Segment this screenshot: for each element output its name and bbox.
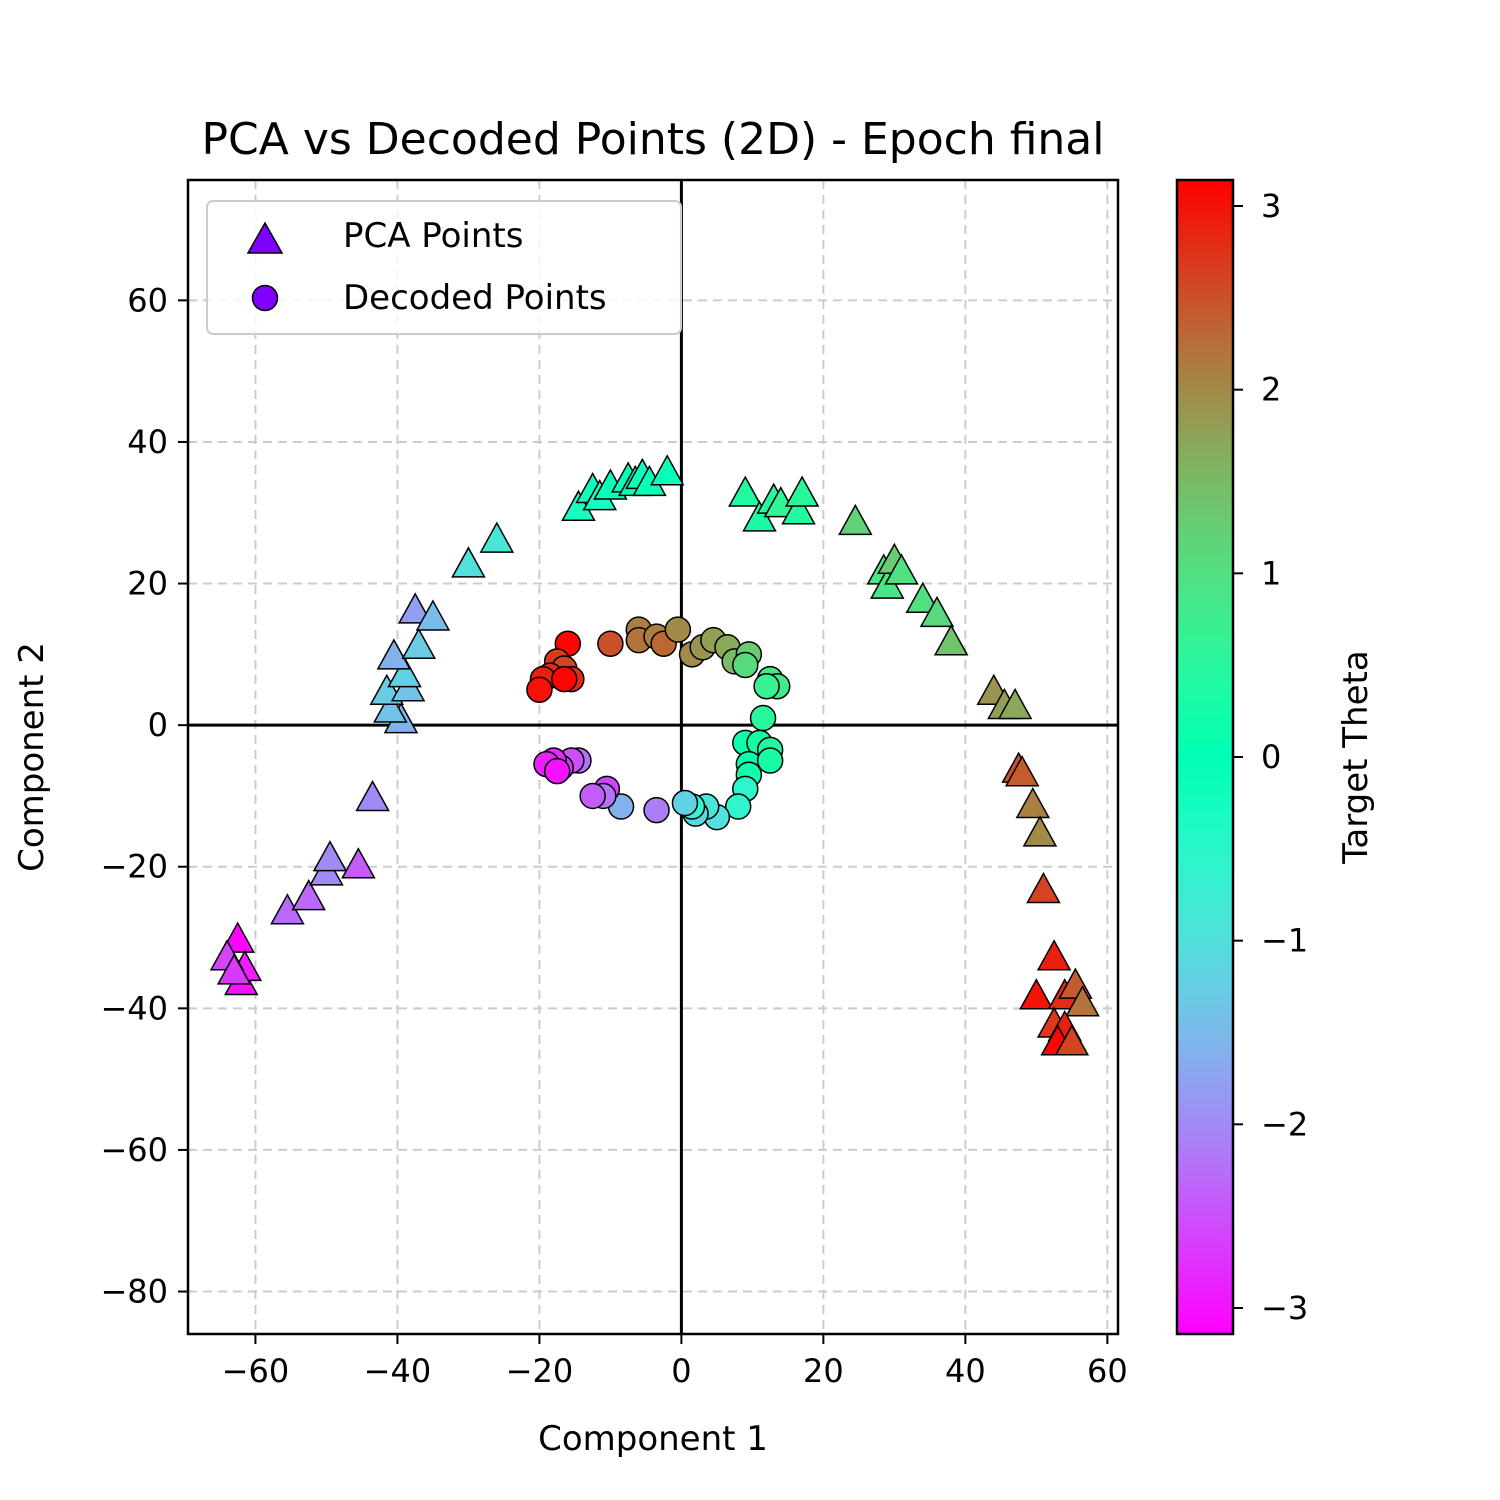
colorbar: −3 −2 −1 0 1 2 3 Target Theta <box>1175 178 1376 1336</box>
colorbar-ticks: −3 −2 −1 0 1 2 3 <box>1233 187 1308 1327</box>
decoded-point <box>526 676 553 703</box>
pca-point <box>1015 787 1051 819</box>
x-tick-label: 0 <box>671 1352 691 1390</box>
plot-frame <box>186 178 1120 1336</box>
pca-point <box>1004 755 1040 787</box>
x-tick-label: −40 <box>364 1352 432 1390</box>
decoded-point <box>597 630 624 657</box>
y-tick-label: 60 <box>127 281 168 319</box>
pca-point <box>728 475 763 507</box>
decoded-point <box>671 789 699 817</box>
y-axis-ticks: −80 −60 −40 −20 0 20 40 60 <box>100 281 188 1311</box>
decoded-point <box>579 782 606 810</box>
plot-background <box>188 180 1118 1334</box>
pca-point <box>919 595 955 628</box>
pca-point <box>1054 1024 1090 1056</box>
colorbar-label: Target Theta <box>1336 650 1376 864</box>
decoded-point <box>551 665 578 693</box>
y-tick-label: 20 <box>127 565 168 603</box>
y-tick-label: −80 <box>100 1273 168 1311</box>
x-tick-label: 20 <box>803 1352 844 1390</box>
pca-point <box>884 553 919 585</box>
chart-title: PCA vs Decoded Points (2D) - Epoch final <box>202 114 1105 165</box>
colorbar-gradient <box>1175 178 1235 1336</box>
legend-circle-icon <box>251 284 279 312</box>
pca-point <box>355 779 390 812</box>
pca-point <box>479 521 515 553</box>
legend-box <box>206 200 682 335</box>
pca-point <box>1036 939 1072 971</box>
legend-triangle-icon <box>246 221 284 254</box>
pca-point <box>291 879 326 911</box>
pca-point <box>1022 815 1058 847</box>
pca-point <box>341 847 376 879</box>
colorbar-tick-label: −1 <box>1261 922 1308 960</box>
x-tick-label: 60 <box>1087 1352 1128 1390</box>
decoded-point <box>749 704 777 732</box>
pca-point <box>1065 985 1100 1017</box>
y-axis-label: Component 2 <box>12 642 52 872</box>
legend: PCA Points Decoded Points <box>206 200 682 335</box>
y-tick-label: −40 <box>100 989 168 1027</box>
pca-point <box>387 656 422 688</box>
y-tick-label: −20 <box>100 848 168 886</box>
y-tick-label: 40 <box>127 423 168 461</box>
reference-lines <box>188 180 1118 1334</box>
pca-point <box>216 953 252 985</box>
decoded-point <box>664 616 692 643</box>
pca-point <box>415 599 451 631</box>
x-axis-label: Component 1 <box>538 1419 768 1459</box>
x-axis-ticks: −60 −40 −20 0 20 40 60 <box>222 1334 1128 1390</box>
pca-point <box>997 687 1033 720</box>
pca-point <box>312 840 348 872</box>
pca-point <box>1026 871 1061 904</box>
colorbar-tick-label: 2 <box>1261 371 1281 409</box>
pca-point <box>933 624 969 656</box>
decoded-point <box>756 747 784 774</box>
pca-point <box>451 546 486 578</box>
legend-label-decoded: Decoded Points <box>343 278 607 318</box>
data-points <box>209 454 1100 1056</box>
y-tick-label: 0 <box>148 706 168 744</box>
decoded-point <box>543 757 571 785</box>
pca-point <box>1019 978 1054 1010</box>
pca-point <box>401 627 436 660</box>
y-tick-label: −60 <box>100 1131 168 1169</box>
decoded-point <box>753 672 780 700</box>
pca-point <box>781 493 816 525</box>
pca-point <box>373 691 408 723</box>
legend-label-pca: PCA Points <box>343 216 523 256</box>
colorbar-tick-label: −2 <box>1261 1105 1308 1143</box>
pca-point <box>784 475 820 507</box>
x-tick-label: −20 <box>506 1352 574 1390</box>
decoded-point <box>643 796 670 824</box>
x-tick-label: 40 <box>945 1352 986 1390</box>
x-tick-label: −60 <box>222 1352 290 1390</box>
pca-point <box>838 503 873 536</box>
colorbar-tick-label: −3 <box>1261 1289 1308 1327</box>
pca-point <box>376 638 412 670</box>
decoded-point <box>732 651 759 679</box>
colorbar-tick-label: 1 <box>1261 554 1281 592</box>
pca-point <box>397 592 433 624</box>
pca-point <box>905 581 941 613</box>
pca-point <box>649 454 685 486</box>
decoded-point <box>724 793 752 820</box>
colorbar-tick-label: 0 <box>1261 738 1281 776</box>
colorbar-tick-label: 3 <box>1261 187 1281 225</box>
